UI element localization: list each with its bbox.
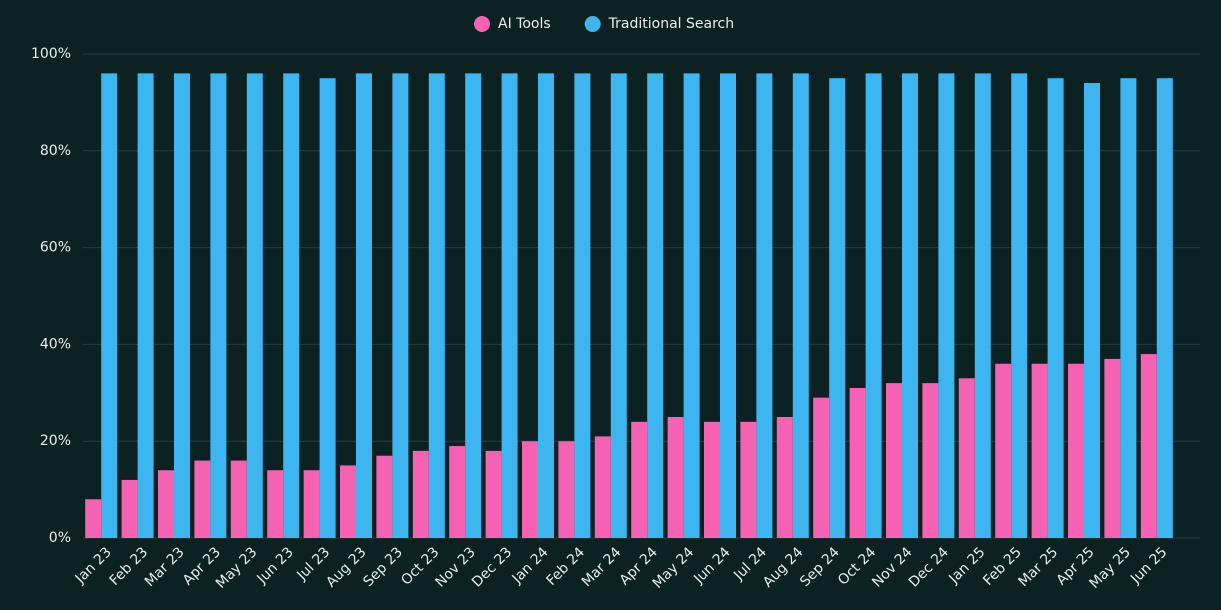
bar [667,417,684,538]
bar [340,465,356,538]
bar [465,73,482,539]
bar [1011,73,1028,539]
y-tick-label: 60% [40,240,71,256]
y-tick-label: 100% [31,46,71,62]
bar [428,73,445,539]
x-tick-label: Sep 23 [360,544,406,590]
bar [610,73,627,539]
bar [813,397,830,538]
bar [574,73,591,539]
bar [174,73,190,539]
bar [865,73,882,539]
bar [230,460,247,538]
bar [246,73,263,539]
bar [1120,78,1137,538]
bar [1156,78,1173,538]
bar [412,450,429,538]
legend-marker [474,16,490,32]
x-tick-label: Dec 24 [906,544,952,590]
x-tick-label: Jan 25 [945,544,988,587]
bar [538,73,554,539]
bar [958,378,975,538]
x-tick-label: Sep 24 [797,544,843,590]
x-tick-label: Mar 25 [1016,544,1062,590]
bar [756,73,773,539]
bar [283,73,300,539]
x-tick-label: Aug 23 [323,544,369,590]
bar [376,455,393,538]
bar [137,73,154,539]
x-tick-label: Mar 24 [579,544,625,590]
bar [886,383,902,538]
bar [792,73,809,539]
legend-label: Traditional Search [608,16,734,32]
x-tick-label: Jun 23 [254,544,297,587]
x-tick-label: Jan 23 [72,544,115,587]
bar [1084,83,1100,538]
x-tick-label: Jun 25 [1127,544,1170,587]
bar [485,450,502,538]
bar [1031,363,1048,538]
bar [829,78,846,538]
bar [647,73,664,539]
legend-label: AI Tools [498,16,551,32]
bar [1104,358,1121,538]
bar [501,73,518,539]
bar [849,387,866,538]
bar [101,73,118,539]
bar [1047,78,1064,538]
bar [303,470,320,538]
bar [938,73,955,539]
bar [158,470,174,538]
bar [740,421,757,538]
x-tick-label: Nov 24 [869,544,915,590]
y-tick-label: 0% [49,530,71,546]
bar [210,73,227,539]
bar [392,73,409,539]
bar [449,446,466,538]
bar [356,73,372,539]
bar [776,417,793,538]
x-tick-label: May 23 [213,544,261,592]
x-tick-label: Jun 24 [690,544,733,587]
bar [85,499,102,538]
x-tick-label: Mar 23 [142,544,188,590]
bar [522,441,538,538]
bar [194,460,211,538]
bar [902,73,918,539]
bar [319,78,336,538]
bar [558,441,575,538]
bar [594,436,611,538]
y-tick-label: 80% [40,143,71,159]
bar [995,363,1012,538]
bar [922,383,939,538]
bar [683,73,700,539]
bar [267,470,284,538]
x-tick-label: Nov 23 [432,544,478,590]
bar [974,73,991,539]
y-tick-label: 20% [40,433,71,449]
bar [121,479,138,538]
bar [1068,363,1084,538]
bar [631,421,648,538]
x-tick-label: Dec 23 [469,544,515,590]
bar [720,73,736,539]
bar [1140,354,1157,538]
x-tick-label: May 25 [1087,544,1135,592]
x-tick-label: May 24 [650,544,698,592]
x-tick-label: Aug 24 [760,544,806,590]
x-tick-label: Jan 24 [509,544,552,587]
y-tick-label: 40% [40,336,71,352]
bar [704,421,720,538]
legend-marker [584,16,601,32]
